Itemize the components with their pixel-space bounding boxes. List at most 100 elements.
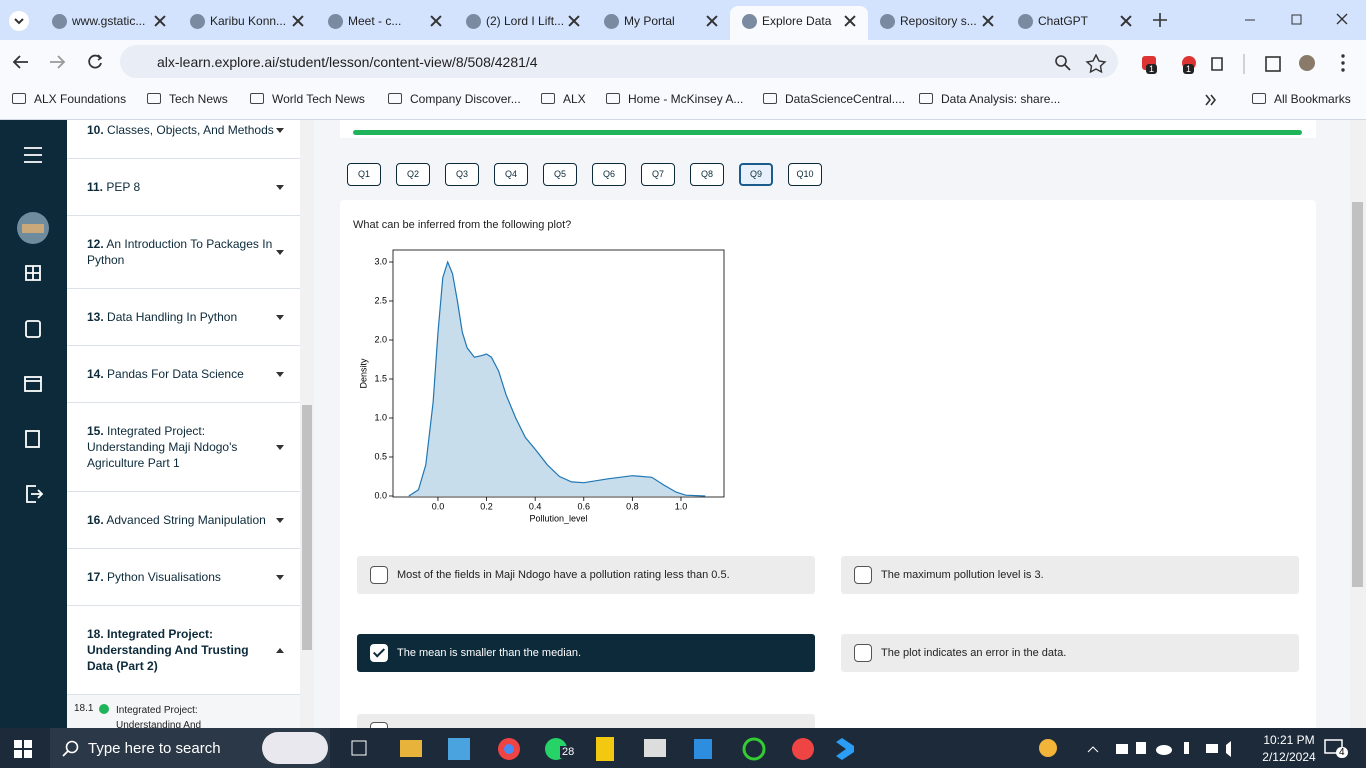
address-bar[interactable]: alx-learn.explore.ai/student/lesson/cont… <box>120 45 1118 78</box>
plot-frame <box>392 249 725 498</box>
lesson-number: 13. <box>87 310 104 324</box>
lesson-item[interactable]: 16. Advanced String Manipulation <box>67 492 300 549</box>
tab-strip: www.gstatic... Karibu Konn... Meet - c... (… <box>0 0 1366 40</box>
bookmark[interactable]: Data Analysis: share... <box>919 92 1060 106</box>
lesson-title: Python Visualisations <box>107 570 221 584</box>
answer-option[interactable]: The plot indicates an error in the data. <box>841 634 1299 672</box>
chevron <box>276 127 284 133</box>
bookmark-label: Tech News <box>169 92 228 106</box>
question-button[interactable]: Q4 <box>494 163 528 186</box>
tab[interactable]: ChatGPT <box>1006 6 1144 40</box>
tab[interactable]: Karibu Konn... <box>178 6 316 40</box>
lesson-item[interactable]: 14. Pandas For Data Science <box>67 346 300 403</box>
y-tick-label: 1.5 <box>374 373 387 383</box>
question-button[interactable]: Q10 <box>788 163 822 186</box>
lesson-item[interactable]: 11. PEP 8 <box>67 159 300 216</box>
tab[interactable]: Repository s... <box>868 6 1006 40</box>
start-button[interactable] <box>14 740 32 758</box>
progress-card <box>340 120 1316 138</box>
bookmark[interactable]: ALX <box>541 92 586 106</box>
extension-badge: 1 <box>1183 64 1195 74</box>
notification-count: 4 <box>1336 747 1348 758</box>
lesson-item[interactable]: 15. Integrated Project: Understanding Ma… <box>67 403 300 492</box>
all-bookmarks[interactable]: All Bookmarks <box>1252 92 1351 106</box>
extensions[interactable] <box>1140 52 1360 76</box>
question-button[interactable]: Q6 <box>592 163 626 186</box>
tab[interactable]: Meet - c... <box>316 6 454 40</box>
tab-title: Explore Data <box>762 14 832 28</box>
tab-favicon <box>52 14 67 29</box>
tab-close[interactable] <box>568 15 580 27</box>
lesson-text: 10. Classes, Objects, And Methods <box>87 122 275 138</box>
sidebar-icons[interactable] <box>0 120 67 728</box>
bookmark[interactable]: Home - McKinsey A... <box>606 92 743 106</box>
bookmark[interactable]: Tech News <box>147 92 228 106</box>
tab-close[interactable] <box>1120 15 1132 27</box>
tab-close[interactable] <box>292 15 304 27</box>
chevron <box>276 314 284 320</box>
sub-lesson[interactable]: 18.1 Integrated Project: Understanding An… <box>67 695 300 728</box>
lesson-item[interactable]: 13. Data Handling In Python <box>67 289 300 346</box>
bookmark-icon <box>606 93 620 104</box>
tab-close[interactable] <box>154 15 166 27</box>
search-box[interactable]: Type here to search <box>50 728 330 768</box>
new-tab[interactable] <box>1150 10 1170 30</box>
lesson-title: Integrated Project: Understanding And Tr… <box>87 627 249 673</box>
scrollbar[interactable] <box>300 120 314 728</box>
scrollbar[interactable] <box>1350 120 1366 728</box>
question-button[interactable]: Q7 <box>641 163 675 186</box>
lesson-item[interactable]: 12. An Introduction To Packages In Pytho… <box>67 216 300 289</box>
answer-option[interactable]: The mean is smaller than the median. <box>357 634 815 672</box>
answer-option[interactable]: Most of the fields in Maji Ndogo have a … <box>357 556 815 594</box>
bookmark[interactable]: DataScienceCentral.... <box>763 92 905 106</box>
bookmark[interactable]: ALX Foundations <box>12 92 126 106</box>
tab[interactable]: My Portal <box>592 6 730 40</box>
answer-option[interactable]: The maximum pollution level is 3. <box>841 556 1299 594</box>
lesson-item[interactable]: 18. Integrated Project: Understanding An… <box>67 606 300 695</box>
y-tick-label: 0.5 <box>374 451 387 461</box>
tab-close[interactable] <box>430 15 442 27</box>
option-text: The mean is smaller than the median. <box>397 647 582 659</box>
question-button[interactable]: Q9 <box>739 163 773 186</box>
tab-favicon <box>604 14 619 29</box>
lesson-item[interactable]: 17. Python Visualisations <box>67 549 300 606</box>
tab-title: www.gstatic... <box>72 14 146 28</box>
chevron <box>276 444 284 450</box>
question-prompt: What can be inferred from the following … <box>353 219 572 231</box>
window-controls[interactable] <box>1240 10 1360 30</box>
question-button[interactable]: Q8 <box>690 163 724 186</box>
bookmark-label: World Tech News <box>272 92 365 106</box>
option-box[interactable] <box>357 714 815 728</box>
nav-buttons[interactable] <box>10 52 110 72</box>
tab-close[interactable] <box>982 15 994 27</box>
tab-close[interactable] <box>844 15 856 27</box>
question-button[interactable]: Q5 <box>543 163 577 186</box>
lesson-text: 14. Pandas For Data Science <box>87 366 275 382</box>
tab[interactable]: (2) Lord I Lift... <box>454 6 592 40</box>
bookmark-label: ALX Foundations <box>34 92 127 106</box>
bookmark-label: ALX <box>563 92 586 106</box>
tab-close[interactable] <box>706 15 718 27</box>
toolbar: alx-learn.explore.ai/student/lesson/cont… <box>0 40 1366 120</box>
tab-search[interactable] <box>8 10 30 32</box>
bookmark-icon <box>388 93 402 104</box>
lesson-number: 16. <box>87 513 104 527</box>
lesson-item[interactable]: 10. Classes, Objects, And Methods <box>67 120 300 159</box>
url-actions[interactable] <box>1053 54 1113 74</box>
more-bookmarks[interactable] <box>1204 93 1218 107</box>
pinned-apps[interactable] <box>348 734 868 764</box>
question-button[interactable]: Q2 <box>396 163 430 186</box>
sub-lesson-title: Integrated Project: Understanding And Tr… <box>116 705 202 728</box>
clock-date: 2/12/2024 <box>1262 750 1316 764</box>
progress-bar <box>353 130 1302 135</box>
tab[interactable]: Explore Data <box>730 6 868 40</box>
bookmark[interactable]: World Tech News <box>250 92 365 106</box>
tab[interactable]: www.gstatic... <box>40 6 178 40</box>
system-tray[interactable] <box>1036 736 1236 762</box>
question-button[interactable]: Q3 <box>445 163 479 186</box>
bookmark[interactable]: Company Discover... <box>388 92 521 106</box>
notifications[interactable] <box>1324 738 1346 758</box>
clock-time: 10:21 PM <box>1263 733 1315 747</box>
question-button[interactable]: Q1 <box>347 163 381 186</box>
